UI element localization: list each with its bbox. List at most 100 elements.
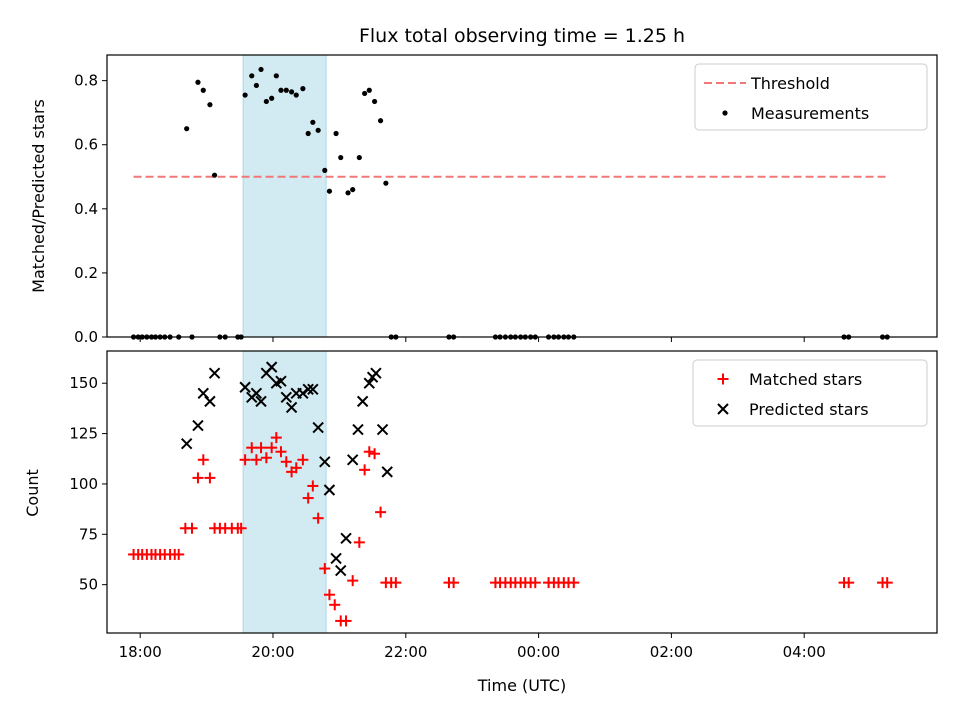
matched-star-point (340, 615, 352, 627)
predicted-star-point-stroke (265, 361, 278, 373)
top-legend: Threshold Measurements (694, 63, 928, 131)
predicted-star-point (280, 391, 292, 404)
bottom-legend-box (692, 359, 928, 427)
matched-star-point (347, 575, 359, 587)
measurement-point (249, 73, 255, 79)
measurement-point (288, 89, 295, 95)
measurement-point (305, 130, 311, 137)
predicted-star-point-stroke (363, 377, 375, 389)
predicted-star-point (302, 383, 314, 395)
matched-star-point (323, 589, 335, 601)
predicted-star-point (307, 383, 319, 395)
measurement-point (278, 87, 284, 93)
predicted-star-point (192, 419, 204, 432)
matched-star-point (186, 522, 198, 534)
top-legend-label: Threshold (750, 74, 830, 93)
top-panel-y-axis-title: Matched/Predicted stars (29, 99, 48, 293)
matched-star-point (297, 454, 309, 466)
predicted-star-point-stroke (370, 367, 382, 379)
matched-star-point (369, 448, 381, 460)
predicted-star-point-stroke (302, 383, 314, 395)
top-y-tick-label: 0.2 (74, 264, 98, 282)
predicted-star-point (346, 454, 359, 466)
predicted-star-point (312, 421, 324, 434)
predicted-star-point-stroke (376, 423, 389, 436)
legend-predicted-swatch (717, 403, 729, 415)
measurement-point (362, 90, 368, 97)
matched-star-point (881, 577, 893, 589)
predicted-star-point-stroke (346, 454, 359, 466)
matched-star-point (266, 442, 278, 454)
matched-star-point (312, 512, 324, 524)
measurement-point (258, 66, 264, 73)
x-tick-label: 20:00 (251, 643, 294, 661)
matched-star-point (246, 442, 258, 454)
bottom-y-tick-label: 125 (69, 425, 98, 443)
x-tick-label: 00:00 (517, 643, 560, 661)
bottom-legend: Matched stars Predicted stars (692, 359, 928, 427)
measurement-point (383, 180, 389, 186)
predicted-star-point (356, 395, 369, 408)
predicted-star-point-stroke (319, 456, 331, 468)
predicted-star-point (363, 377, 375, 389)
measurement-point (200, 87, 206, 93)
bottom-panel-y-axis-title: Count (23, 469, 42, 517)
predicted-star-point (330, 552, 342, 565)
predicted-star-point (275, 375, 287, 387)
top-axes-frame (106, 54, 938, 338)
x-tick-label: 18:00 (119, 643, 162, 661)
bottom-y-tick-label: 100 (69, 475, 98, 493)
top-y-tick-label: 0.0 (74, 328, 98, 346)
predicted-star-point (250, 387, 263, 400)
predicted-star-point (255, 395, 267, 408)
measurement-point (356, 154, 362, 161)
matched-star-point (280, 456, 292, 468)
predicted-star-point-stroke (356, 395, 369, 408)
x-tick-label: 04:00 (783, 643, 826, 661)
measurement-point (269, 95, 275, 101)
matched-star-point (197, 454, 209, 466)
measurement-point (211, 172, 218, 178)
matched-star-point (204, 472, 216, 484)
matched-star-point (255, 442, 267, 454)
top-legend-box (694, 63, 928, 131)
predicted-star-point-stroke (208, 367, 221, 379)
bottom-y-tick-label: 150 (69, 374, 98, 392)
measurement-point (293, 92, 299, 98)
matched-star-point (250, 454, 262, 466)
predicted-star-point (204, 395, 216, 408)
predicted-star-point (323, 484, 336, 496)
top-legend-label: Measurements (751, 104, 869, 123)
measurement-point (207, 102, 213, 108)
predicted-star-point (340, 532, 352, 545)
measurement-point (273, 73, 279, 79)
matched-star-point (275, 446, 287, 458)
predicted-star-point (180, 437, 193, 450)
measurement-point (184, 126, 190, 132)
matched-star-point (529, 577, 541, 589)
predicted-star-point-stroke (285, 401, 298, 414)
matched-star-point (329, 599, 341, 611)
bottom-legend-label: Matched stars (749, 370, 862, 389)
measurement-point (326, 188, 333, 194)
x-axis-title: Time (UTC) (477, 676, 566, 695)
measurement-point (333, 130, 339, 137)
predicted-star-point-stroke (197, 387, 209, 400)
predicted-star-point-stroke (307, 383, 319, 395)
measurement-point (350, 186, 356, 193)
matched-star-point (290, 462, 302, 474)
predicted-star-point-stroke (323, 484, 336, 496)
predicted-star-point-stroke (312, 421, 324, 434)
matched-star-point (319, 563, 331, 575)
matched-star-point (359, 464, 371, 476)
predicted-star-point-stroke (180, 437, 193, 450)
measurement-point (253, 82, 259, 89)
bottom-y-tick-label: 50 (79, 576, 98, 594)
predicted-star-point (370, 367, 382, 379)
predicted-star-point (265, 361, 278, 373)
predicted-star-point-stroke (204, 395, 216, 408)
predicted-star-point-stroke (255, 395, 267, 408)
predicted-star-point (285, 401, 298, 414)
matched-star-point (448, 577, 460, 589)
